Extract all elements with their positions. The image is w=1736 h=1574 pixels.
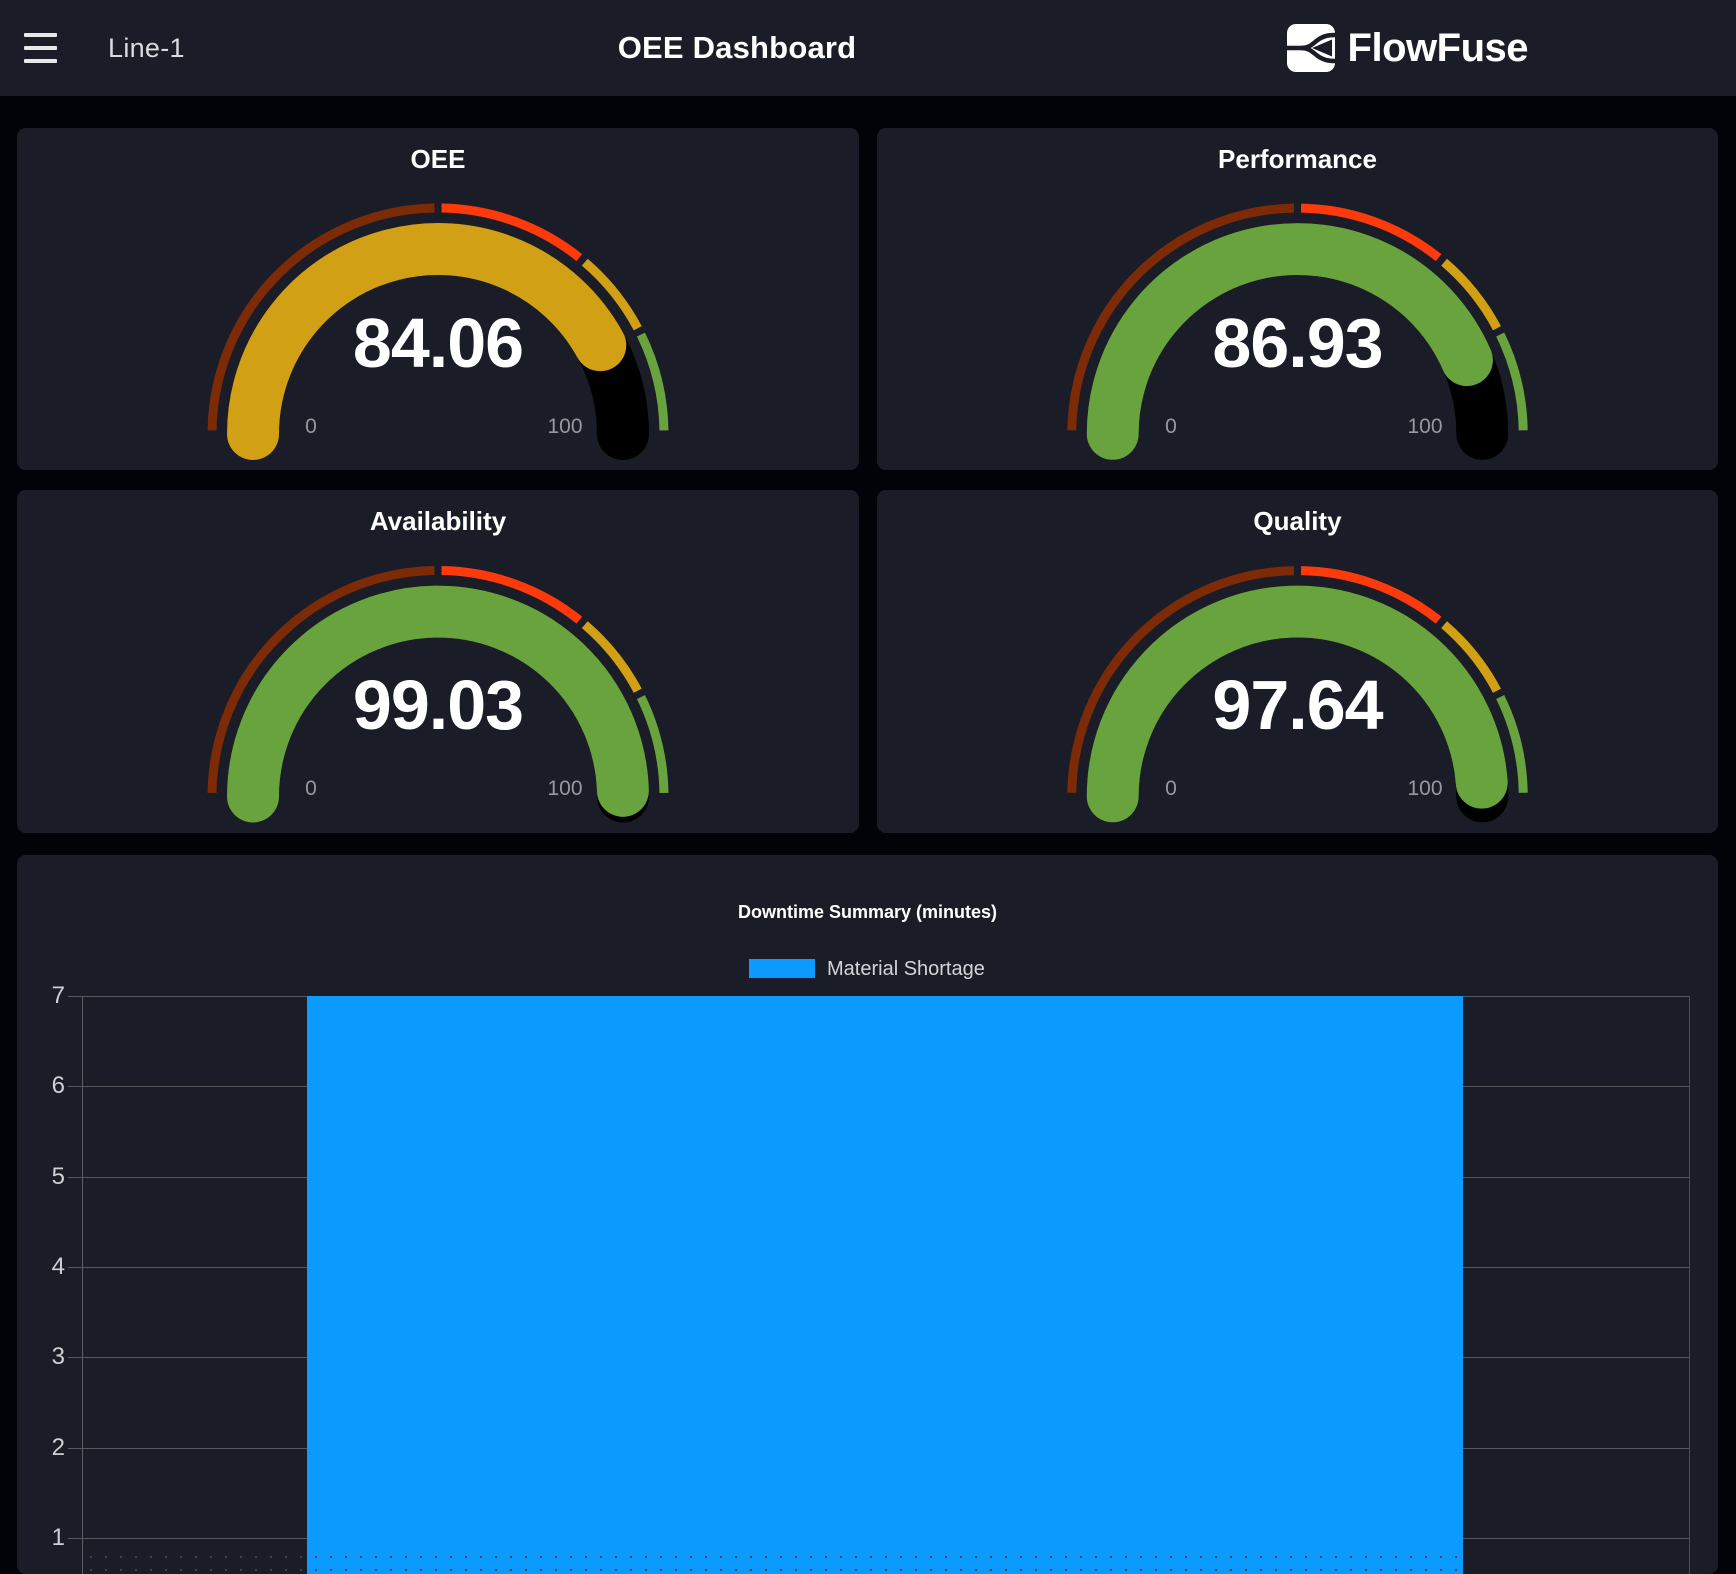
oee-gauge-arc	[207, 203, 669, 460]
app-header: Line-1 OEE Dashboard FlowFuse	[0, 0, 1736, 96]
gauge-max-label: 100	[547, 415, 583, 438]
y-tick-label: 6	[51, 1072, 65, 1100]
brand-logo: FlowFuse	[1286, 0, 1529, 96]
active-page-name: Line-1	[108, 32, 185, 63]
gauge-title: Availability	[369, 506, 507, 536]
gauge-min-label: 0	[305, 415, 317, 438]
gauge-card-performance: Performance 86.93 0 100	[877, 128, 1718, 470]
gauge-min-label: 0	[1165, 777, 1177, 800]
dotted-pattern	[90, 1556, 1462, 1558]
legend-swatch	[749, 959, 815, 978]
gauge-min-label: 0	[1165, 415, 1177, 438]
performance-gauge-arc	[1067, 203, 1528, 460]
y-tickmark	[68, 996, 82, 997]
quality-gauge-arc	[1067, 566, 1528, 823]
availability-gauge-arc	[207, 566, 669, 823]
chart-title: Downtime Summary (minutes)	[737, 902, 998, 922]
y-tickmark	[68, 1447, 82, 1449]
y-tick-label: 3	[51, 1343, 65, 1371]
y-tick-label: 1	[51, 1523, 65, 1551]
chart-legend: Material Shortage	[17, 958, 1718, 980]
flowfuse-icon	[1286, 24, 1335, 72]
page-title: OEE Dashboard	[617, 30, 857, 65]
gauge-card-availability: Availability 99.03 0 100	[17, 490, 859, 833]
hamburger-menu-icon[interactable]	[24, 33, 58, 63]
gauge-value: 84.06	[352, 304, 524, 382]
gauge-title: OEE	[410, 144, 466, 174]
y-axis-line	[82, 996, 83, 1574]
bar-chart-plot-area: 7 6 5 4 3 2 1	[17, 855, 1718, 1574]
gauge-value: 86.93	[1212, 304, 1383, 382]
y-tick-label: 4	[51, 1252, 65, 1280]
legend-label: Material Shortage	[827, 958, 985, 980]
flowfuse-wordmark: FlowFuse	[1347, 25, 1529, 70]
y-tickmark	[68, 1357, 82, 1359]
gauge-card-quality: Quality 97.64 0 100	[877, 490, 1718, 833]
plot-right-border	[1689, 996, 1690, 1574]
y-tickmark	[68, 1266, 82, 1268]
downtime-bar[interactable]	[307, 996, 1463, 1574]
y-tickmark	[68, 1086, 82, 1088]
gauge-max-label: 100	[1407, 415, 1443, 438]
gauge-title: Performance	[1218, 144, 1377, 174]
y-tick-label: 7	[51, 982, 65, 1009]
gauge-value: 99.03	[352, 666, 524, 744]
gauge-max-label: 100	[547, 777, 583, 800]
gauge-max-label: 100	[1407, 777, 1443, 800]
y-tickmark	[68, 1537, 82, 1539]
gauge-card-oee: OEE 84.06 0 100	[17, 128, 859, 470]
dotted-pattern	[90, 1569, 1462, 1571]
y-tick-label: 5	[51, 1162, 65, 1190]
gauge-value: 97.64	[1212, 666, 1383, 744]
downtime-chart-card: Downtime Summary (minutes) Material Shor…	[17, 855, 1718, 1574]
y-tickmark	[68, 1176, 82, 1178]
gauge-min-label: 0	[305, 777, 317, 800]
y-tick-label: 2	[51, 1433, 65, 1461]
gauge-title: Quality	[1253, 506, 1342, 536]
